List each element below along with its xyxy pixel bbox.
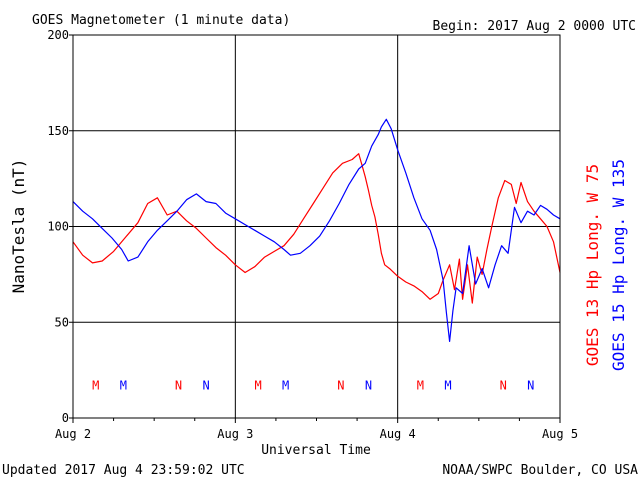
midnight-marker: M	[282, 378, 289, 392]
noon-marker: N	[202, 378, 209, 392]
y-tick-label: 200	[47, 28, 69, 42]
x-tick-label: Aug 3	[217, 427, 253, 441]
legend-goes13: GOES 13 Hp Long. W 75	[583, 164, 602, 366]
noon-marker: N	[527, 378, 534, 392]
x-tick-label: Aug 5	[542, 427, 578, 441]
midnight-marker: M	[417, 378, 424, 392]
y-tick-label: 150	[47, 124, 69, 138]
x-tick-label: Aug 4	[380, 427, 416, 441]
midnight-marker: M	[254, 378, 261, 392]
begin-label: Begin: 2017 Aug 2 0000 UTC	[433, 19, 637, 34]
noon-marker: N	[175, 378, 182, 392]
axis-ticks: 0 50 100 150 200 Aug 2 Aug 3 Aug 4 Aug 5	[47, 28, 578, 441]
midnight-marker: M	[92, 378, 99, 392]
credit-label: NOAA/SWPC Boulder, CO USA	[442, 463, 638, 478]
x-axis-label: Universal Time	[261, 443, 371, 458]
series-goes13-line	[72, 153, 561, 304]
updated-label: Updated 2017 Aug 4 23:59:02 UTC	[2, 463, 245, 478]
y-tick-label: 100	[47, 220, 69, 234]
chart-title: GOES Magnetometer (1 minute data)	[32, 13, 290, 28]
x-tick-label: Aug 2	[55, 427, 91, 441]
noon-marker: N	[500, 378, 507, 392]
series-layer	[72, 118, 561, 342]
legend-goes15: GOES 15 Hp Long. W 135	[609, 159, 628, 371]
midnight-marker: M	[120, 378, 127, 392]
midnight-marker: M	[444, 378, 451, 392]
y-axis-label: NanoTesla (nT)	[9, 159, 28, 294]
y-tick-label: 50	[55, 315, 69, 329]
noon-marker: N	[365, 378, 372, 392]
y-tick-label: 0	[62, 411, 69, 425]
grid-lines	[73, 35, 560, 418]
noon-marker: N	[337, 378, 344, 392]
series-goes15-line	[72, 118, 561, 342]
